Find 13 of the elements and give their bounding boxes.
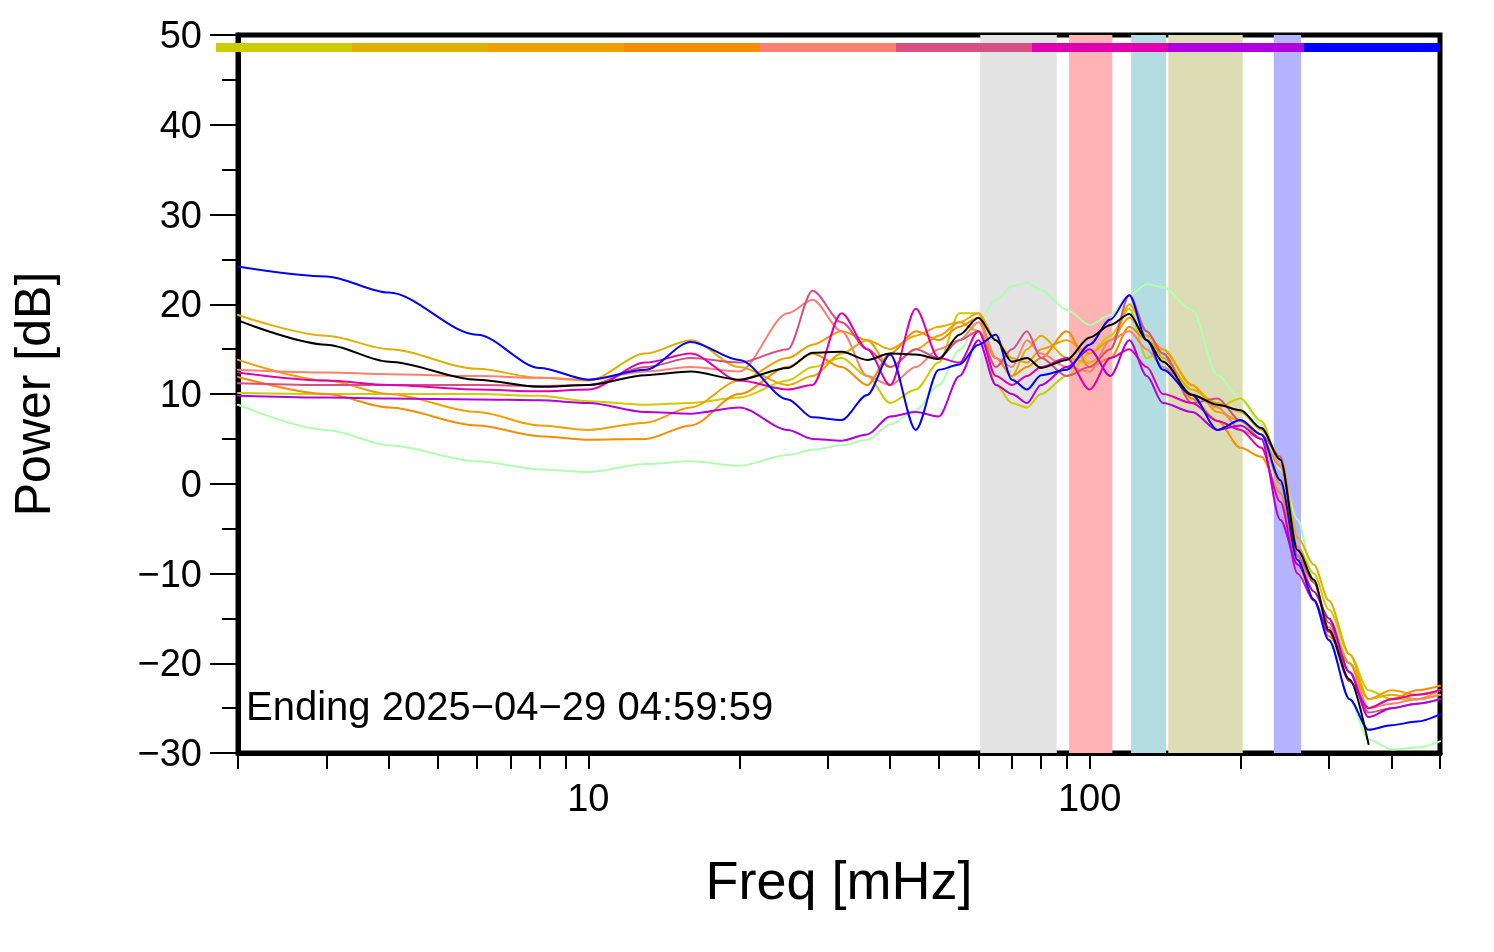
y-tick-label: 40 xyxy=(159,103,202,146)
y-tick-label: 20 xyxy=(159,283,202,326)
y-tick-label: −30 xyxy=(137,732,202,774)
y-tick-label: 30 xyxy=(159,193,202,236)
y-tick-label: 50 xyxy=(159,14,202,56)
y-axis-title: Power [dB] xyxy=(5,271,61,517)
x-tick-label: 100 xyxy=(1057,777,1122,819)
y-tick-label: −10 xyxy=(137,552,202,595)
annotation: Ending 2025−04−29 04:59:59 xyxy=(246,684,774,728)
y-tick-label: 0 xyxy=(180,462,202,505)
y-tick-label: −20 xyxy=(137,642,202,685)
y-tick-label: 10 xyxy=(159,373,202,415)
x-axis-title: Freq [mHz] xyxy=(705,850,973,910)
